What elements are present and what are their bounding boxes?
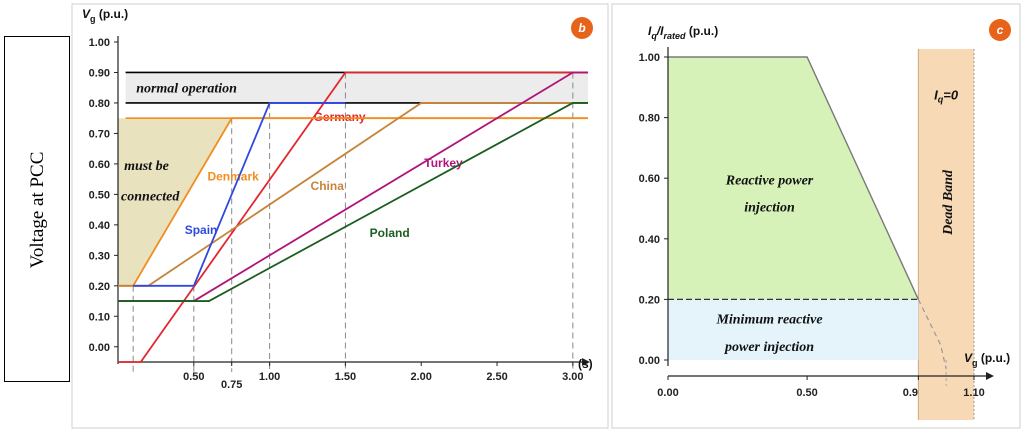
badge-c-label: c: [997, 23, 1004, 37]
chart-b: normal operation must be connected 1.00 0.90…: [82, 7, 593, 391]
y-tick-label: 0.10: [89, 311, 110, 323]
badge-b-circle: [571, 17, 593, 39]
x-tick-label: 2.50: [486, 371, 507, 383]
series-label-china: China: [311, 179, 345, 193]
y-tick-label: 0.40: [89, 220, 110, 232]
y-tick-label: 0.20: [89, 281, 110, 293]
x-tick-label: 1.10: [963, 387, 984, 399]
y-tick-label: 0.50: [89, 189, 110, 201]
y-tick-label: 0.00: [89, 342, 110, 354]
min-injection-region: [668, 299, 919, 360]
x-tick-label: 0.50: [183, 371, 204, 383]
x-tick-label: 1.00: [259, 371, 280, 383]
y-tick-label: 0.40: [639, 234, 660, 246]
normal-band-label: normal operation: [136, 82, 237, 97]
x-tick-label: 3.00: [562, 371, 583, 383]
x-axis-arrow: [582, 358, 590, 366]
series-label-turkey: Turkey: [424, 156, 463, 170]
series-line-germany: [118, 71, 588, 363]
series-label-poland: Poland: [370, 226, 410, 240]
x-axis-arrow: [986, 372, 994, 380]
y-tick-label: 0.00: [639, 355, 660, 367]
x-axis-label: Vg (p.u.): [964, 351, 1010, 368]
badge-c-circle: [989, 19, 1011, 41]
y-tick-label: 0.60: [89, 159, 110, 171]
normal-band: [125, 72, 589, 103]
x-tick-label: 0.50: [796, 387, 817, 399]
y-tick-label: 0.60: [639, 173, 660, 185]
min-label-1: Minimum reactive: [715, 313, 822, 328]
must-connect-label-2: connected: [121, 189, 180, 204]
min-label-2: power injection: [724, 340, 814, 355]
badge-b-label: b: [578, 21, 585, 35]
y-tick-label: 0.90: [89, 67, 110, 79]
reactive-label-1: Reactive power: [725, 173, 814, 188]
series-line-poland: [118, 102, 588, 302]
series-label-germany: Germany: [314, 110, 366, 124]
dead-band-label: Dead Band: [941, 169, 956, 236]
x-tick-label: 0.9: [903, 387, 918, 399]
y-tick-label: 1.00: [639, 52, 660, 64]
x-axis-label: (s): [578, 357, 593, 371]
x-tick-label: 1.50: [335, 371, 356, 383]
reactive-label-2: injection: [744, 201, 795, 216]
series-line-spain: [133, 102, 346, 287]
side-label-box: Voltage at PCC: [4, 36, 70, 382]
iq-zero-label: Iq=0: [934, 87, 959, 104]
y-tick-label: 0.70: [89, 128, 110, 140]
series-label-denmark: Denmark: [207, 170, 259, 184]
iq-tail-curve: [917, 299, 947, 370]
y-tick-label: 0.80: [639, 113, 660, 125]
y-tick-label: 0.80: [89, 98, 110, 110]
y-axis-label: Vg (p.u.): [82, 7, 128, 24]
dead-band-region: [918, 49, 974, 420]
must-connect-region: [118, 118, 232, 286]
y-tick-label: 0.20: [639, 294, 660, 306]
x-tick-label: 2.00: [411, 371, 432, 383]
y-tick-label: 0.30: [89, 250, 110, 262]
series-label-spain: Spain: [185, 223, 218, 237]
x-tick-label: 0.00: [657, 387, 678, 399]
y-tick-label: 1.00: [89, 37, 110, 49]
chart-c: Dead Band Iq=0 Reactive power injection Mini…: [639, 19, 1011, 420]
y-axis-label: Iq/Irated (p.u.): [648, 24, 718, 41]
reactive-injection-region: [668, 57, 919, 300]
iq-curve: [668, 56, 919, 300]
x-tick-label: 0.75: [221, 379, 242, 391]
must-connect-label-1: must be: [124, 159, 169, 174]
